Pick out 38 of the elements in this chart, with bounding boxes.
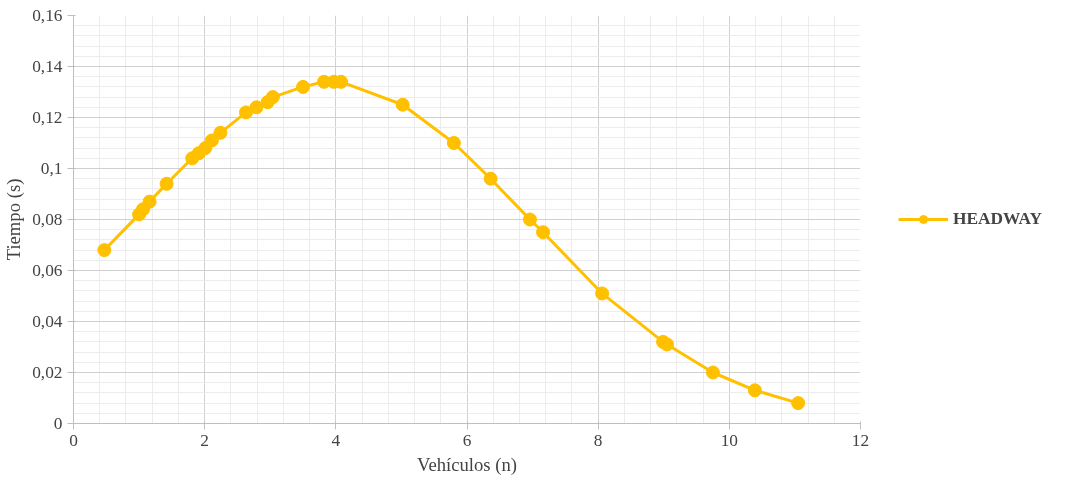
point [705,365,720,380]
point [97,243,112,258]
point [660,337,675,352]
y-tick-label: 0,1 [40,159,63,178]
x-tick-label: 12 [851,430,870,450]
point [395,97,410,112]
y-tick-label: 0,06 [32,261,63,280]
point [142,194,157,209]
point [159,176,174,191]
point [296,79,311,94]
point [536,225,551,240]
point [791,396,806,411]
y-tick-label: 0,16 [32,6,63,25]
point [265,90,280,105]
point [204,133,219,148]
y-tick-label: 0,04 [32,312,63,331]
x-tick-label: 8 [593,430,603,450]
y-axis-title: Tiempo (s) [3,178,26,261]
x-axis-title: Vehículos (n) [417,453,517,476]
y-tick-label: 0 [53,414,63,433]
point [446,136,461,150]
y-tick-label: 0,12 [32,108,63,127]
legend-label: HEADWAY [953,209,1042,229]
x-tick-label: 4 [331,430,341,450]
point [483,171,498,186]
point [747,383,762,398]
point [213,125,228,140]
point [249,100,264,115]
point [522,212,537,227]
x-tick-label: 10 [720,430,738,450]
x-tick-label: 0 [69,430,78,450]
point [238,105,253,120]
x-tick-label: 6 [462,430,472,450]
y-tick-label: 0,14 [32,57,63,76]
x-tick-label: 2 [200,430,210,450]
point [595,286,610,301]
y-tick-label: 0,08 [32,210,63,229]
y-tick-label: 0,02 [32,363,63,382]
